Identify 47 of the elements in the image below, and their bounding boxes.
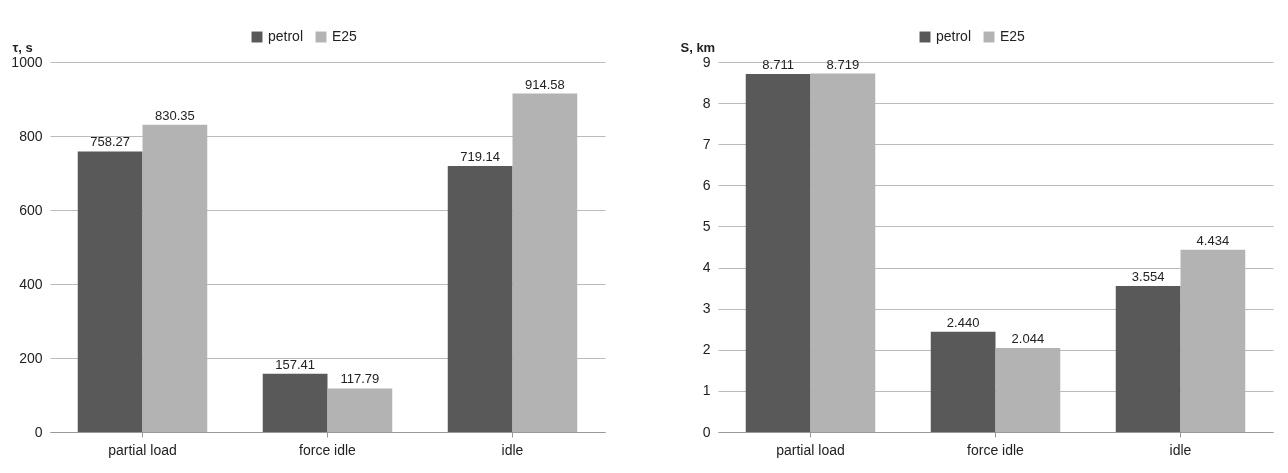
data-label: 8.711 [762, 56, 794, 72]
y-tick-label: 800 [19, 127, 43, 144]
legend-label: petrol [268, 28, 304, 44]
bar [327, 388, 393, 432]
bar [447, 165, 513, 432]
data-label: 830.35 [154, 107, 195, 123]
y-tick-label: 4 [702, 259, 711, 276]
data-label: 8.719 [826, 56, 860, 72]
y-tick-label: 7 [702, 135, 711, 152]
data-label: 3.554 [1131, 268, 1165, 284]
bar [77, 151, 143, 432]
legend-label: E25 [1000, 28, 1026, 44]
bar [930, 331, 996, 432]
x-tick-label: force idle [967, 441, 1025, 458]
y-tick-label: 200 [19, 349, 43, 366]
y-tick-label: 0 [702, 423, 711, 440]
x-tick-label: idle [1169, 441, 1192, 458]
y-tick-label: 2 [702, 341, 711, 358]
x-tick-label: partial load [108, 441, 177, 458]
data-label: 4.434 [1196, 232, 1230, 248]
data-label: 914.58 [524, 76, 565, 92]
legend-label: petrol [936, 28, 972, 44]
x-tick-label: idle [501, 441, 524, 458]
data-label: 2.044 [1011, 330, 1045, 346]
y-tick-label: 1 [702, 382, 711, 399]
bar [1115, 285, 1181, 432]
y-tick-label: 5 [702, 217, 711, 234]
data-label: 157.41 [275, 356, 316, 372]
data-label: 719.14 [460, 148, 501, 164]
data-label: 2.440 [946, 314, 980, 330]
y-tick-label: 3 [702, 300, 711, 317]
y-tick-label: 8 [702, 94, 711, 111]
x-tick-label: force idle [299, 441, 357, 458]
y-tick-label: 9 [702, 53, 711, 70]
legend-label: E25 [332, 28, 358, 44]
bar [745, 73, 811, 432]
y-axis-title: S, km [680, 39, 716, 55]
bar [262, 373, 328, 432]
y-tick-label: 0 [34, 423, 43, 440]
x-tick-label: partial load [776, 441, 845, 458]
y-axis-title: τ, s [12, 39, 33, 55]
y-tick-label: 6 [702, 176, 711, 193]
data-label: 758.27 [90, 134, 131, 150]
y-tick-label: 400 [19, 275, 43, 292]
y-tick-label: 1000 [11, 53, 43, 70]
data-label: 117.79 [340, 371, 380, 387]
y-tick-label: 600 [19, 201, 43, 218]
